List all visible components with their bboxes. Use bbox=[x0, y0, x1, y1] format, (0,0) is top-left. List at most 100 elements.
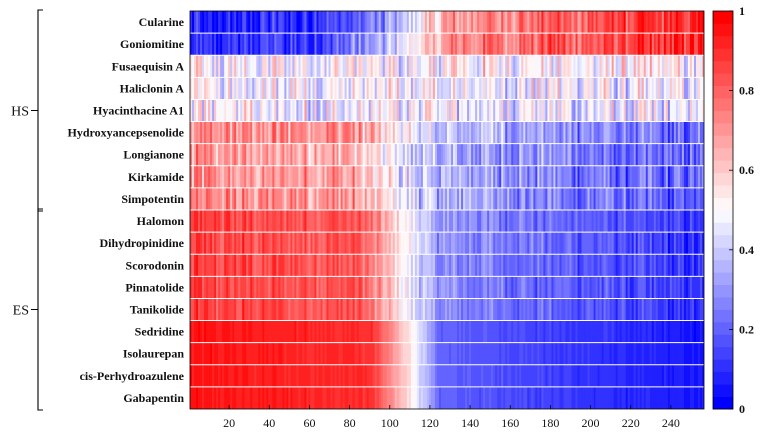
heatmap-cell bbox=[304, 254, 307, 277]
heatmap-cell bbox=[623, 33, 627, 56]
heatmap-cell bbox=[402, 342, 406, 365]
heatmap-cell bbox=[517, 364, 520, 387]
heatmap-cell bbox=[352, 364, 355, 387]
heatmap-cell bbox=[451, 320, 454, 343]
heatmap-cell bbox=[653, 99, 657, 122]
heatmap-cell bbox=[280, 11, 283, 34]
heatmap-cell bbox=[440, 364, 444, 387]
heatmap-cell bbox=[699, 11, 703, 34]
heatmap-cell bbox=[314, 33, 317, 56]
heatmap-cell bbox=[539, 121, 542, 144]
heatmap-cell bbox=[346, 254, 349, 277]
heatmap-cell bbox=[553, 298, 556, 321]
heatmap-cell bbox=[619, 276, 623, 299]
heatmap-cell bbox=[336, 11, 339, 34]
heatmap-cell bbox=[384, 254, 388, 277]
heatmap-cell bbox=[509, 33, 512, 56]
heatmap-cell bbox=[198, 143, 201, 166]
heatmap-cell bbox=[697, 232, 701, 255]
heatmap-cell bbox=[521, 11, 524, 34]
heatmap-cell bbox=[372, 99, 376, 122]
heatmap-cell bbox=[344, 11, 347, 34]
colorbar-swatch bbox=[713, 48, 733, 62]
heatmap-cell bbox=[332, 33, 335, 56]
heatmap-cell bbox=[567, 320, 570, 343]
heatmap-cell bbox=[619, 298, 623, 321]
heatmap-cell bbox=[699, 386, 703, 409]
heatmap-cell bbox=[559, 187, 562, 211]
heatmap-cell bbox=[236, 121, 239, 144]
heatmap-cell bbox=[681, 386, 685, 409]
heatmap-cell bbox=[483, 364, 486, 387]
heatmap-cell bbox=[627, 55, 631, 78]
heatmap-cell bbox=[649, 121, 653, 144]
heatmap-cell bbox=[589, 165, 592, 188]
heatmap-cell bbox=[198, 364, 201, 387]
heatmap-cell bbox=[685, 386, 689, 409]
heatmap-cell bbox=[430, 143, 434, 166]
heatmap-cell bbox=[589, 33, 592, 56]
heatmap-cell bbox=[557, 11, 560, 34]
heatmap-cell bbox=[272, 364, 275, 387]
heatmap-cell bbox=[465, 210, 468, 233]
heatmap-cell bbox=[286, 11, 289, 34]
heatmap-cell bbox=[629, 232, 633, 255]
heatmap-cell bbox=[645, 342, 649, 365]
heatmap-cell bbox=[603, 11, 606, 34]
heatmap-cell bbox=[515, 276, 518, 299]
heatmap-cell bbox=[238, 210, 241, 233]
heatmap-cell bbox=[416, 342, 420, 365]
heatmap-cell bbox=[314, 121, 317, 144]
heatmap-cell bbox=[260, 254, 263, 277]
heatmap-cell bbox=[196, 342, 199, 365]
heatmap-cell bbox=[396, 143, 400, 166]
heatmap-cell bbox=[306, 276, 309, 299]
heatmap-cell bbox=[288, 320, 291, 343]
heatmap-cell bbox=[250, 276, 253, 299]
heatmap-cell bbox=[687, 165, 691, 188]
heatmap-cell bbox=[308, 33, 311, 56]
heatmap-cell bbox=[565, 298, 568, 321]
heatmap-cell bbox=[553, 210, 556, 233]
heatmap-cell bbox=[605, 342, 608, 365]
heatmap-cell bbox=[440, 298, 444, 321]
heatmap-cell bbox=[412, 55, 416, 78]
heatmap-cell bbox=[551, 276, 554, 299]
heatmap-cell bbox=[438, 320, 442, 343]
heatmap-cell bbox=[354, 77, 357, 100]
heatmap-cell bbox=[272, 210, 275, 233]
heatmap-cell bbox=[455, 386, 458, 409]
heatmap-cell bbox=[675, 254, 679, 277]
heatmap-cell bbox=[573, 165, 576, 188]
heatmap-cell bbox=[270, 165, 273, 188]
heatmap-cell bbox=[258, 210, 261, 233]
heatmap-cell bbox=[589, 298, 592, 321]
heatmap-cell bbox=[675, 121, 679, 144]
heatmap-cell bbox=[645, 386, 649, 409]
heatmap-cell bbox=[605, 364, 608, 387]
heatmap-cell bbox=[282, 210, 285, 233]
heatmap-cell bbox=[623, 165, 627, 188]
heatmap-cell bbox=[647, 254, 651, 277]
heatmap-cell bbox=[481, 364, 484, 387]
heatmap-cell bbox=[641, 77, 645, 100]
heatmap-cell bbox=[491, 143, 494, 166]
heatmap-cell bbox=[539, 143, 542, 166]
heatmap-cell bbox=[346, 276, 349, 299]
heatmap-cell bbox=[276, 11, 279, 34]
heatmap-cell bbox=[503, 386, 506, 409]
heatmap-cell bbox=[477, 232, 480, 255]
heatmap-cell bbox=[252, 77, 255, 100]
heatmap-cell bbox=[699, 77, 703, 100]
heatmap-cell bbox=[461, 364, 464, 387]
heatmap-cell bbox=[627, 210, 631, 233]
heatmap-cell bbox=[416, 232, 420, 255]
heatmap-cell bbox=[577, 99, 580, 122]
heatmap-cell bbox=[212, 55, 215, 78]
heatmap-cell bbox=[282, 143, 285, 166]
heatmap-cell bbox=[428, 276, 432, 299]
heatmap-cell bbox=[260, 143, 263, 166]
heatmap-cell bbox=[605, 33, 608, 56]
heatmap-cell bbox=[511, 121, 514, 144]
heatmap-cell bbox=[248, 342, 251, 365]
